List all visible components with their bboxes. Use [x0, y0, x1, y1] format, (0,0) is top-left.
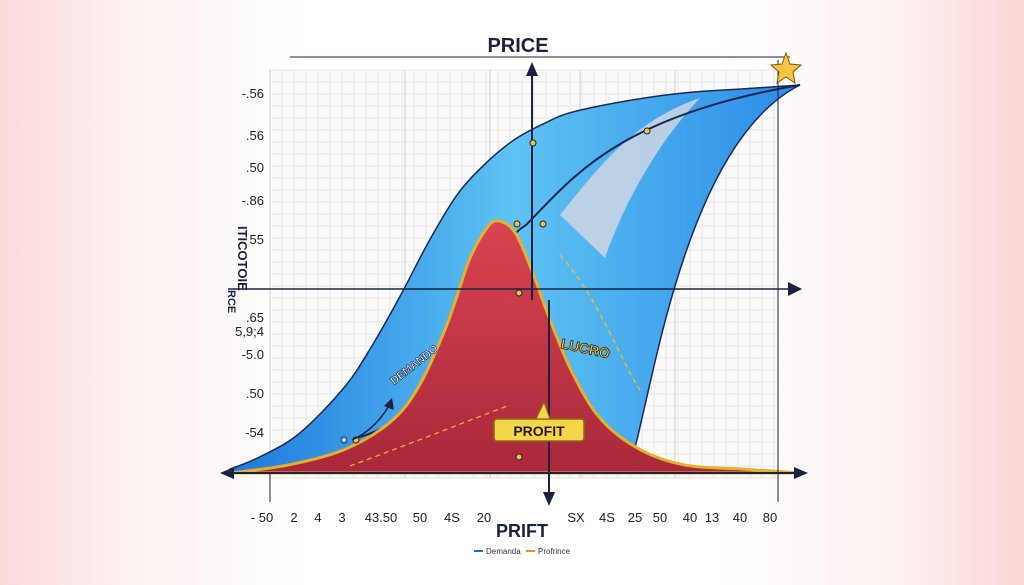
x-tick-label: SX — [567, 510, 585, 525]
x-tick-label: 25 — [628, 510, 642, 525]
y-tick-label: -.56 — [242, 86, 264, 101]
y-axis-label: RCE — [225, 290, 237, 313]
data-point — [529, 139, 537, 147]
x-tick-label: 4S — [444, 510, 460, 525]
profit-dashed-line — [559, 254, 641, 391]
x-axis-arrow-left-icon — [220, 467, 234, 479]
y-tick-label: 5,9;4 — [235, 324, 264, 339]
chart-title: PRICE — [487, 35, 548, 57]
data-point — [539, 220, 547, 228]
x-axis-arrow-right-icon — [794, 467, 808, 479]
y-axis-lower-arrow-icon — [543, 492, 555, 506]
profit-area — [229, 219, 801, 475]
profit-callout-pointer-icon — [535, 400, 551, 420]
x-axis-title: PRIFT — [496, 521, 548, 541]
x-tick-label: 50 — [413, 510, 427, 525]
y-axis-arrow-icon — [526, 62, 538, 76]
legend-label-demanda: Demanda — [486, 547, 521, 556]
data-point — [513, 220, 521, 228]
x-tick-label: 40 — [683, 510, 697, 525]
mid-axis-arrow-icon — [788, 282, 802, 296]
demand-shadow — [560, 98, 700, 258]
x-tick-label: 3 — [338, 510, 345, 525]
y-tick-label: -.86 — [242, 193, 264, 208]
data-point — [340, 436, 348, 444]
legend: Demanda Profrince — [474, 547, 571, 556]
data-point — [515, 453, 523, 461]
x-tick-label: 80 — [763, 510, 777, 525]
x-tick-label: - 50 — [251, 510, 273, 525]
y-tick-label: -54 — [245, 425, 264, 440]
y-tick-label: -5.0 — [242, 347, 264, 362]
x-tick-label: 20 — [477, 510, 491, 525]
demando-arrow-head-icon — [384, 398, 394, 410]
star-icon — [769, 51, 803, 85]
x-tick-labels: - 50 2 4 3 43.50 50 4S 20 SX 4S 25 50 40 13 40 80 — [251, 510, 777, 525]
y-axis-label-secondary: ITICOTOIE — [235, 226, 250, 291]
profit-base-dashed — [349, 404, 511, 467]
y-tick-labels: -.56 .56 .50 -.86 55 .655,9;4 -5.0 .50 -54 — [235, 86, 264, 440]
y-tick-label: .50 — [246, 386, 264, 401]
legend-label-profrince: Profrince — [538, 547, 571, 556]
x-tick-label: 4 — [314, 510, 321, 525]
x-tick-label: 50 — [653, 510, 667, 525]
x-tick-label: 4S — [599, 510, 615, 525]
x-tick-label: 43.50 — [365, 510, 398, 525]
y-tick-label: 55 — [250, 232, 264, 247]
x-tick-label: 40 — [733, 510, 747, 525]
x-tick-label: 2 — [290, 510, 297, 525]
y-tick-label: .56 — [246, 128, 264, 143]
y-tick-label: .65 — [246, 310, 264, 325]
profit-callout-text: PROFIT — [513, 423, 565, 439]
x-tick-label: 13 — [705, 510, 719, 525]
y-tick-label: .50 — [246, 160, 264, 175]
data-point — [515, 289, 523, 297]
data-point — [643, 127, 651, 135]
